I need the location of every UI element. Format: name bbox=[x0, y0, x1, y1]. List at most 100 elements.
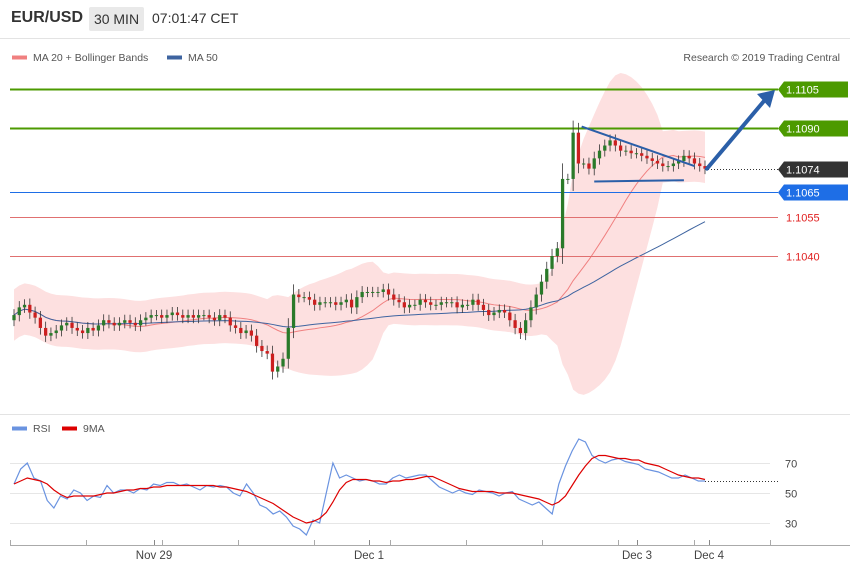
candle-body bbox=[429, 302, 433, 305]
candle-body bbox=[671, 163, 675, 167]
x-axis-label-0: Nov 29 bbox=[136, 550, 172, 562]
candle-body bbox=[592, 158, 596, 169]
candle-body bbox=[560, 178, 565, 249]
chart-header: EUR/USD 30 MIN 07:01:47 CET bbox=[0, 0, 850, 38]
timeframe-button[interactable]: 30 MIN bbox=[89, 7, 144, 31]
triangle-lower-line bbox=[594, 179, 684, 183]
candle-body bbox=[49, 333, 53, 336]
candle-body bbox=[529, 307, 533, 321]
candle-body bbox=[22, 304, 27, 308]
candle-body bbox=[265, 351, 269, 354]
candle-body bbox=[38, 317, 43, 328]
candle-body bbox=[703, 166, 707, 169]
candle-body bbox=[228, 317, 232, 326]
candle-body bbox=[80, 330, 85, 334]
candle-body bbox=[402, 302, 406, 308]
candle-body bbox=[75, 327, 79, 331]
ma50-line bbox=[13, 221, 706, 328]
level-tag-1.1065 bbox=[778, 184, 848, 201]
candle-body bbox=[460, 304, 464, 308]
candle-body bbox=[128, 320, 132, 323]
candle-body bbox=[212, 317, 217, 321]
candle-body bbox=[170, 312, 174, 316]
candle-body bbox=[566, 178, 570, 180]
ma50-legend-label: MA 50 bbox=[188, 52, 218, 64]
candle-body bbox=[645, 155, 649, 159]
candle-body bbox=[328, 302, 333, 304]
candle-body bbox=[381, 289, 385, 292]
candle-body bbox=[423, 299, 428, 303]
candle-body bbox=[407, 304, 412, 308]
candle-body bbox=[640, 153, 644, 156]
candle-body bbox=[17, 307, 21, 316]
candle-body bbox=[392, 294, 396, 300]
candle-body bbox=[698, 163, 702, 167]
candle-body bbox=[302, 297, 306, 299]
candle-body bbox=[434, 304, 438, 306]
candle-body bbox=[123, 320, 127, 323]
candlesticks bbox=[12, 120, 707, 380]
candle-body bbox=[223, 315, 227, 318]
ma20-line bbox=[13, 155, 706, 334]
candle-body bbox=[44, 327, 48, 336]
rsi-tick-50: 50 bbox=[785, 489, 797, 501]
candle-body bbox=[487, 309, 491, 316]
candle-body bbox=[497, 309, 501, 313]
candle-body bbox=[576, 132, 581, 164]
ma50-path bbox=[13, 221, 706, 328]
level-label-1.1074: 1.1074 bbox=[786, 165, 820, 177]
price-labels: 1.1105 1.1090 1.1074 1.1065 1.1055 1.1040 bbox=[778, 81, 848, 264]
candle-body bbox=[70, 322, 74, 328]
rsi-ma-line bbox=[13, 454, 706, 524]
candle-body bbox=[28, 304, 32, 313]
candle-body bbox=[175, 312, 180, 316]
candle-body bbox=[661, 163, 665, 167]
candle-body bbox=[281, 358, 285, 367]
candle-body bbox=[376, 291, 380, 293]
candle-body bbox=[249, 330, 254, 336]
candle-body bbox=[624, 150, 628, 152]
candle-body bbox=[339, 302, 343, 305]
candle-body bbox=[313, 299, 317, 305]
level-label-1.1090: 1.1090 bbox=[786, 124, 820, 136]
level-tag-1.1090 bbox=[778, 120, 848, 137]
copyright-text: Research © 2019 Trading Central bbox=[683, 52, 840, 64]
candle-body bbox=[33, 312, 37, 318]
bollinger-band-fill bbox=[14, 73, 705, 395]
candle-body bbox=[233, 325, 238, 328]
candle-body bbox=[608, 140, 612, 146]
level-tag-1.1074 bbox=[778, 161, 848, 178]
candle-body bbox=[334, 302, 338, 305]
candle-body bbox=[165, 315, 169, 318]
candle-body bbox=[682, 155, 686, 161]
candle-body bbox=[349, 299, 354, 308]
bollinger-bands bbox=[13, 73, 706, 395]
x-axis-label-1: Dec 1 bbox=[354, 550, 384, 562]
candle-body bbox=[418, 299, 422, 305]
candle-body bbox=[650, 158, 654, 161]
candle-body bbox=[144, 317, 148, 321]
candle-body bbox=[86, 327, 90, 334]
candle-body bbox=[91, 327, 95, 331]
symbol-title: EUR/USD bbox=[11, 9, 84, 26]
candle-body bbox=[255, 335, 259, 346]
timestamp: 07:01:47 CET bbox=[152, 10, 239, 26]
candle-body bbox=[117, 322, 122, 326]
candle-body bbox=[102, 320, 106, 326]
candle-body bbox=[687, 155, 691, 159]
rsi-legend-label: RSI bbox=[33, 423, 51, 435]
rsi-ma-legend-label: 9MA bbox=[83, 423, 105, 435]
candle-body bbox=[465, 304, 470, 306]
candle-body bbox=[492, 312, 496, 316]
candle-body bbox=[54, 330, 58, 334]
candle-body bbox=[276, 366, 280, 372]
level-label-1.1065: 1.1065 bbox=[786, 188, 820, 200]
candle-body bbox=[508, 312, 512, 321]
projection-arrow-shaft bbox=[705, 99, 766, 171]
triangle-pattern bbox=[581, 90, 775, 183]
candle-body bbox=[344, 299, 348, 303]
candle-body bbox=[613, 140, 617, 146]
candle-body bbox=[307, 297, 312, 300]
candle-body bbox=[191, 315, 195, 318]
